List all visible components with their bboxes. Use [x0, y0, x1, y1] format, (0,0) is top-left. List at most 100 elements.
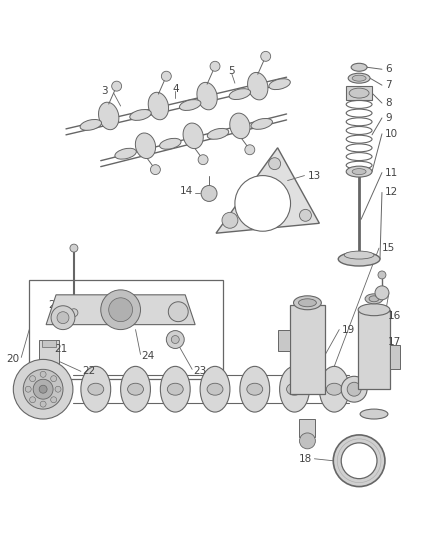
Ellipse shape [247, 383, 263, 395]
Circle shape [112, 81, 122, 91]
Text: 15: 15 [382, 243, 395, 253]
Ellipse shape [348, 73, 370, 83]
Ellipse shape [99, 102, 119, 130]
Ellipse shape [160, 366, 190, 412]
Circle shape [33, 379, 53, 399]
Polygon shape [216, 148, 319, 233]
Circle shape [51, 306, 75, 329]
Ellipse shape [293, 296, 321, 310]
Ellipse shape [358, 304, 390, 316]
Circle shape [375, 286, 389, 300]
Text: 8: 8 [385, 98, 392, 108]
Ellipse shape [88, 383, 104, 395]
Ellipse shape [326, 383, 342, 395]
Ellipse shape [338, 252, 380, 266]
Text: 22: 22 [82, 366, 95, 376]
Circle shape [30, 376, 35, 382]
Text: 21: 21 [54, 344, 67, 354]
Circle shape [39, 385, 47, 393]
Ellipse shape [230, 113, 250, 139]
Ellipse shape [207, 383, 223, 395]
Circle shape [55, 386, 61, 392]
Bar [358, 310, 390, 389]
Ellipse shape [115, 148, 136, 159]
Text: 24: 24 [141, 351, 155, 361]
Bar [278, 329, 290, 351]
Ellipse shape [369, 296, 379, 302]
Circle shape [70, 244, 78, 252]
Ellipse shape [240, 366, 270, 412]
Ellipse shape [352, 75, 366, 81]
Text: 3: 3 [101, 86, 108, 96]
Text: 9: 9 [385, 113, 392, 123]
Ellipse shape [130, 110, 151, 120]
Circle shape [300, 209, 311, 221]
Ellipse shape [347, 382, 361, 396]
Ellipse shape [159, 139, 181, 149]
Circle shape [70, 309, 78, 317]
Circle shape [171, 336, 179, 343]
Ellipse shape [135, 133, 155, 158]
Ellipse shape [344, 251, 374, 259]
Ellipse shape [180, 100, 201, 110]
Ellipse shape [183, 123, 203, 149]
Text: 20: 20 [6, 354, 19, 365]
Bar [42, 340, 56, 348]
Circle shape [109, 298, 133, 321]
Ellipse shape [197, 83, 217, 110]
Circle shape [51, 376, 57, 382]
Circle shape [210, 61, 220, 71]
Ellipse shape [247, 72, 268, 100]
Circle shape [161, 71, 171, 81]
Bar [290, 305, 325, 394]
Circle shape [23, 369, 63, 409]
Text: 5: 5 [229, 66, 235, 76]
Text: 14: 14 [180, 187, 193, 197]
Text: 23: 23 [193, 366, 206, 376]
Ellipse shape [298, 299, 316, 307]
Text: 16: 16 [388, 311, 401, 321]
Ellipse shape [346, 166, 372, 177]
Ellipse shape [286, 383, 303, 395]
Circle shape [166, 330, 184, 349]
Bar [346, 86, 372, 100]
Text: 12: 12 [385, 188, 398, 197]
Circle shape [235, 175, 290, 231]
Ellipse shape [319, 366, 349, 412]
Text: 11: 11 [385, 167, 398, 177]
Ellipse shape [81, 366, 111, 412]
Text: 13: 13 [307, 171, 321, 181]
Circle shape [245, 145, 255, 155]
Circle shape [261, 51, 271, 61]
Circle shape [40, 372, 46, 377]
Circle shape [222, 212, 238, 228]
Ellipse shape [349, 88, 369, 98]
Text: 7: 7 [385, 80, 392, 90]
Circle shape [25, 386, 31, 392]
Ellipse shape [127, 383, 144, 395]
Ellipse shape [352, 168, 366, 175]
Ellipse shape [229, 88, 251, 100]
Circle shape [198, 155, 208, 165]
Ellipse shape [200, 366, 230, 412]
Text: 17: 17 [388, 336, 401, 346]
Text: 1: 1 [49, 313, 55, 322]
Ellipse shape [167, 383, 183, 395]
Circle shape [168, 302, 188, 321]
Circle shape [40, 401, 46, 407]
Ellipse shape [351, 63, 367, 71]
Circle shape [201, 185, 217, 201]
Ellipse shape [360, 409, 388, 419]
Text: 18: 18 [299, 454, 312, 464]
Circle shape [341, 443, 377, 479]
Circle shape [51, 397, 57, 403]
Circle shape [378, 271, 386, 279]
Ellipse shape [207, 128, 229, 139]
Bar [29, 280, 223, 379]
Ellipse shape [148, 92, 169, 120]
Circle shape [300, 433, 315, 449]
Text: 4: 4 [172, 84, 179, 94]
Ellipse shape [80, 119, 102, 131]
Ellipse shape [269, 79, 290, 90]
Ellipse shape [279, 366, 309, 412]
